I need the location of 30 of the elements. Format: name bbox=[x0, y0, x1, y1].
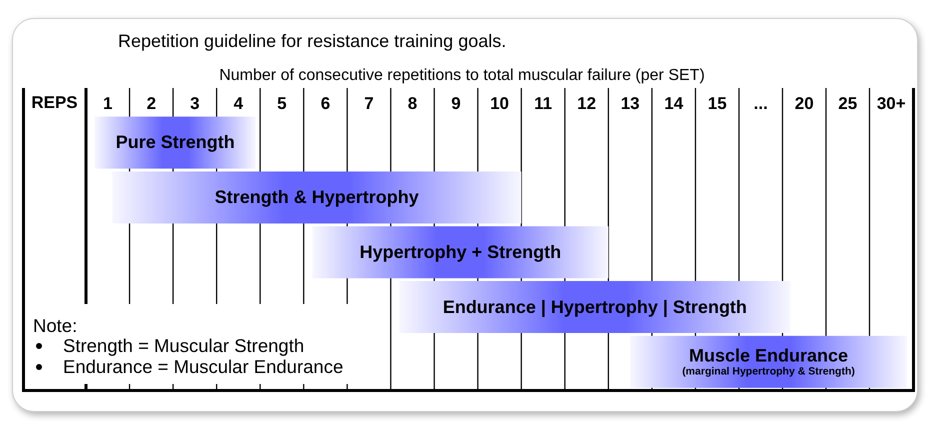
x-axis-title: REPS bbox=[31, 93, 78, 113]
x-tick-label: 30+ bbox=[876, 94, 906, 112]
x-tick-label: 8 bbox=[408, 94, 418, 112]
x-tick-label: 20 bbox=[794, 94, 814, 112]
annotation: Endurance = Muscular Endurance bbox=[63, 356, 344, 378]
x-tick-label: 4 bbox=[234, 94, 244, 112]
x-tick-label: 3 bbox=[190, 94, 200, 112]
x-tick-label: 11 bbox=[534, 94, 552, 112]
y-tick-label: Pure Strength bbox=[116, 132, 235, 152]
x-tick-label: 1 bbox=[103, 94, 112, 112]
x-tick-label: 13 bbox=[620, 94, 640, 112]
x-tick-label: 10 bbox=[490, 94, 510, 112]
x-tick-label: 15 bbox=[708, 94, 727, 112]
x-tick-label: 9 bbox=[451, 94, 461, 112]
x-tick-label: ... bbox=[754, 94, 768, 112]
x-tick-label: 2 bbox=[146, 94, 156, 112]
x-tick-label: 6 bbox=[320, 94, 330, 112]
annotation: Strength = Muscular Strength bbox=[63, 335, 304, 356]
x-tick-label: 25 bbox=[838, 94, 858, 112]
y-tick-label: Hypertrophy + Strength bbox=[360, 242, 562, 262]
x-tick-label: 12 bbox=[577, 94, 596, 112]
x-tick-label: 5 bbox=[277, 94, 287, 112]
y-tick-label: Endurance | Hypertrophy | Strength bbox=[442, 296, 747, 317]
chart-title: Repetition guideline for resistance training goals. bbox=[118, 30, 506, 52]
y-tick-label: Strength & Hypertrophy bbox=[214, 187, 419, 208]
chart-subtitle: Number of consecutive repetitions to total muscular failure (per SET) bbox=[219, 66, 705, 86]
y-tick-label: Muscle Endurance (marginal Hypertrophy & Strength) bbox=[682, 345, 855, 378]
x-tick-label: 7 bbox=[364, 94, 374, 112]
x-tick-label: 14 bbox=[664, 94, 684, 112]
text: Note: bbox=[33, 314, 78, 336]
